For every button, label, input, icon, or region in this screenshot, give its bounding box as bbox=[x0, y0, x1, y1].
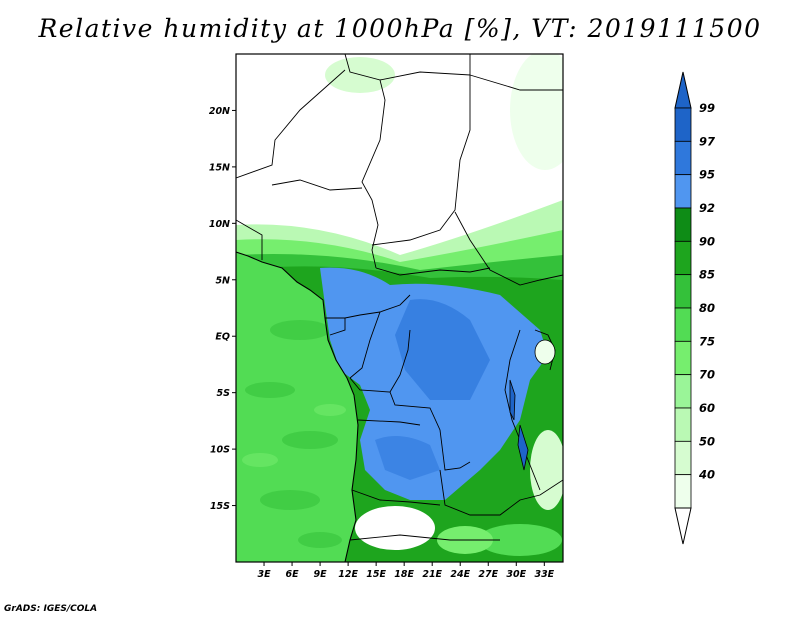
colorbar-swatch bbox=[674, 274, 692, 309]
colorbar-label: 40 bbox=[698, 468, 715, 482]
lon-tick-label: 12E bbox=[338, 569, 358, 580]
colorbar-swatch bbox=[674, 340, 692, 376]
lon-tick-label: 15E bbox=[366, 569, 386, 580]
colorbar-top-arrow bbox=[674, 71, 692, 109]
colorbar-swatch bbox=[674, 307, 692, 342]
lat-tick-label: 20N bbox=[209, 106, 230, 117]
colorbar-label: 97 bbox=[699, 134, 715, 148]
lon-tick-label: 24E bbox=[450, 569, 470, 580]
colorbar-label: 90 bbox=[699, 234, 715, 248]
ocean-texture bbox=[242, 320, 346, 548]
lakes bbox=[509, 339, 556, 471]
colorbar-label: 95 bbox=[699, 168, 715, 182]
lon-tick-label: 27E bbox=[478, 569, 498, 580]
colorbar-label: 75 bbox=[699, 334, 715, 348]
map-frame bbox=[235, 53, 564, 563]
latitude-axis: 20N 15N 10N 5N EQ 5S 10S 15S bbox=[209, 106, 236, 512]
colorbar-swatch bbox=[674, 374, 692, 409]
lon-tick-label: 6E bbox=[286, 569, 300, 580]
colorbar-swatch bbox=[674, 107, 692, 142]
colorbar-swatch bbox=[674, 174, 692, 209]
lon-tick-label: 3E bbox=[257, 569, 271, 580]
colorbar-label: 70 bbox=[699, 368, 715, 382]
lon-tick-label: 9E bbox=[314, 569, 328, 580]
colorbar-swatch bbox=[674, 207, 692, 242]
map-panel bbox=[236, 54, 563, 562]
colorbar-label: 50 bbox=[699, 434, 715, 448]
lat-tick-label: 15N bbox=[209, 162, 230, 173]
lat-tick-label: 5S bbox=[217, 388, 231, 399]
colorbar-swatch bbox=[674, 474, 692, 509]
lon-tick-label: 21E bbox=[422, 569, 442, 580]
lat-tick-label: 15S bbox=[210, 501, 230, 512]
lat-tick-label: EQ bbox=[215, 332, 230, 343]
colorbar-label: 92 bbox=[699, 201, 715, 215]
colorbar-swatch bbox=[674, 140, 692, 176]
lat-tick-label: 10N bbox=[209, 219, 230, 230]
colorbar: 99 97 95 92 90 85 80 75 70 60 50 40 bbox=[674, 71, 715, 545]
credit-text: GrADS: IGES/COLA bbox=[4, 604, 98, 614]
longitude-axis: 3E 6E 9E 12E 15E 18E 21E 24E 27E 30E 33E bbox=[257, 562, 555, 580]
colorbar-swatch bbox=[674, 407, 692, 442]
colorbar-label: 85 bbox=[699, 268, 715, 282]
lon-tick-label: 33E bbox=[534, 569, 554, 580]
colorbar-swatch bbox=[674, 240, 692, 276]
lon-tick-label: 30E bbox=[506, 569, 526, 580]
coastline bbox=[236, 251, 359, 562]
colorbar-label: 80 bbox=[699, 301, 715, 315]
colorbar-bottom-arrow bbox=[674, 507, 692, 545]
lon-tick-label: 18E bbox=[394, 569, 414, 580]
map-title: Relative humidity at 1000hPa [%], VT: 20… bbox=[38, 14, 762, 43]
colorbar-label: 60 bbox=[699, 401, 715, 415]
lat-tick-label: 10S bbox=[210, 445, 230, 456]
colorbar-label: 99 bbox=[699, 101, 715, 115]
colorbar-swatch bbox=[674, 440, 692, 476]
lat-tick-label: 5N bbox=[215, 275, 230, 286]
